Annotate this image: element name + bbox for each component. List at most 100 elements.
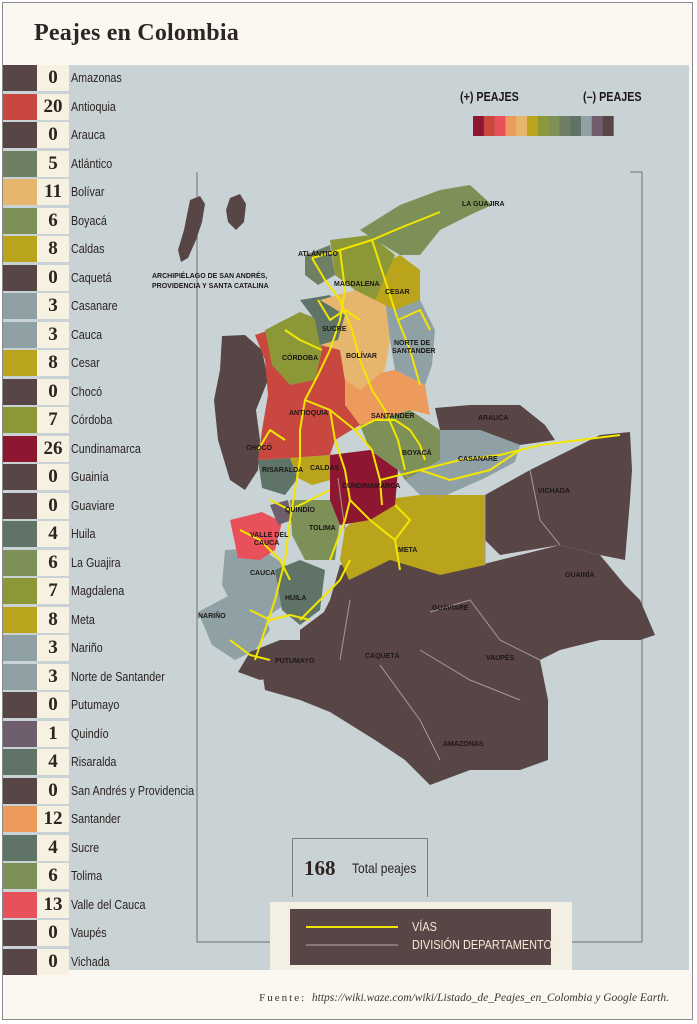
island-small: [235, 207, 240, 215]
scale-swatch: [494, 116, 506, 136]
legend-value: 3: [37, 635, 69, 661]
legend-department-name: Sucre: [71, 841, 100, 855]
legend-swatch: [3, 407, 37, 433]
legend-value: 3: [37, 322, 69, 348]
legend-row: 4 Huila: [3, 521, 203, 547]
legend-row: 6 La Guajira: [3, 550, 203, 576]
legend-row: 0 Arauca: [3, 122, 203, 148]
label-amazonas: AMAZONAS: [443, 741, 484, 748]
label-santander: SANTANDER: [371, 413, 414, 420]
dept-quindio: [270, 500, 292, 525]
legend-department-name: Putumayo: [71, 698, 120, 712]
legend-department-name: Tolima: [71, 869, 103, 883]
dept-risaralda: [258, 458, 298, 495]
island-san-andres: [178, 196, 205, 262]
legend-department-name: Guaviare: [71, 499, 115, 513]
label-vaupes: VAUPÉS: [486, 653, 515, 662]
label-cundinamarca: CUNDINAMARCA: [342, 483, 400, 490]
legend-row: 0 Vaupés: [3, 920, 203, 946]
label-sucre: SUCRE: [322, 326, 347, 333]
label-narino: NARIÑO: [198, 611, 226, 620]
legend-swatch: [3, 464, 37, 490]
legend-row: 1 Quindío: [3, 721, 203, 747]
label-casanare: CASANARE: [458, 456, 498, 463]
legend-value: 0: [37, 122, 69, 148]
legend-row: 26 Cundinamarca: [3, 436, 203, 462]
legend-department-name: San Andrés y Providencia: [71, 784, 195, 798]
legend-swatch: [3, 692, 37, 718]
legend-value: 0: [37, 265, 69, 291]
map-labels: LA GUAJIRA ATLÁNTICO ARCHIPIÉLAGO DE SAN…: [152, 201, 595, 748]
scale-swatch: [527, 116, 539, 136]
legend-row: 13 Valle del Cauca: [3, 892, 203, 918]
legend-department-name: Cauca: [71, 328, 103, 342]
legend-swatch: [3, 521, 37, 547]
label-bolivar: BOLÍVAR: [346, 351, 377, 360]
label-cordoba: CÓRDOBA: [282, 353, 318, 362]
legend-department-name: Cundinamarca: [71, 442, 141, 456]
legend-value: 4: [37, 835, 69, 861]
scale-swatch: [548, 116, 560, 136]
legend-value: 8: [37, 350, 69, 376]
legend-row: 8 Caldas: [3, 236, 203, 262]
dept-caqueta: [300, 600, 430, 665]
legend-department-name: Meta: [71, 613, 95, 627]
legend-row: 0 Guainía: [3, 464, 203, 490]
legend-swatch: [3, 350, 37, 376]
scale-swatch: [581, 116, 593, 136]
legend-swatch: [3, 806, 37, 832]
legend-swatch: [3, 379, 37, 405]
label-caldas: CALDAS: [310, 465, 339, 472]
legend-department-name: Magdalena: [71, 584, 125, 598]
legend-value: 20: [37, 94, 69, 120]
scale-swatch: [591, 116, 603, 136]
legend-swatch: [3, 65, 37, 91]
legend-row: 8 Cesar: [3, 350, 203, 376]
dept-cordoba: [265, 312, 322, 385]
legend-department-name: Cesar: [71, 356, 100, 370]
map-frame-line: [196, 171, 643, 943]
label-archipielago-1: ARCHIPIÉLAGO DE SAN ANDRÉS,: [152, 271, 267, 280]
legend-value: 7: [37, 407, 69, 433]
scale-swatch: [570, 116, 582, 136]
legend-department-name: Vichada: [71, 955, 110, 969]
department-borders: [337, 469, 561, 761]
legend-value: 6: [37, 863, 69, 889]
dept-choco: [214, 335, 268, 490]
legend-value: 0: [37, 949, 69, 975]
label-antioquia: ANTIOQUIA: [289, 410, 328, 417]
legend-department-name: Atlántico: [71, 157, 113, 171]
legend-row: 0 Vichada: [3, 949, 203, 975]
legend-value: 8: [37, 607, 69, 633]
label-guaviare: GUAVIARE: [432, 605, 469, 612]
road-network: [229, 211, 621, 661]
label-putumayo: PUTUMAYO: [275, 658, 315, 665]
legend-swatch: [3, 293, 37, 319]
legend-swatch: [3, 863, 37, 889]
label-valle-1: VALLE DEL: [250, 532, 289, 539]
legend-department-name: Chocó: [71, 385, 103, 399]
scale-swatch: [516, 116, 528, 136]
dept-atlantico: [305, 245, 335, 285]
legend-value: 4: [37, 749, 69, 775]
map-key-inner: [290, 909, 551, 965]
legend-value: 26: [37, 436, 69, 462]
label-la-guajira: LA GUAJIRA: [462, 201, 505, 208]
legend-department-name: Casanare: [71, 299, 118, 313]
legend-value: 5: [37, 151, 69, 177]
legend-value: 3: [37, 293, 69, 319]
legend-value: 0: [37, 692, 69, 718]
legend-row: 3 Cauca: [3, 322, 203, 348]
label-norte-2: SANTANDER: [392, 348, 435, 355]
legend-department-name: Guainía: [71, 470, 109, 484]
legend-row: 0 Amazonas: [3, 65, 203, 91]
legend-value: 11: [37, 179, 69, 205]
legend-row: 8 Meta: [3, 607, 203, 633]
source-label: Fuente:: [259, 992, 307, 1004]
label-tolima: TOLIMA: [309, 525, 336, 532]
legend-department-name: Quindío: [71, 727, 109, 741]
legend-swatch: [3, 835, 37, 861]
legend-row: 0 Chocó: [3, 379, 203, 405]
legend-row: 12 Santander: [3, 806, 203, 832]
legend-swatch: [3, 179, 37, 205]
